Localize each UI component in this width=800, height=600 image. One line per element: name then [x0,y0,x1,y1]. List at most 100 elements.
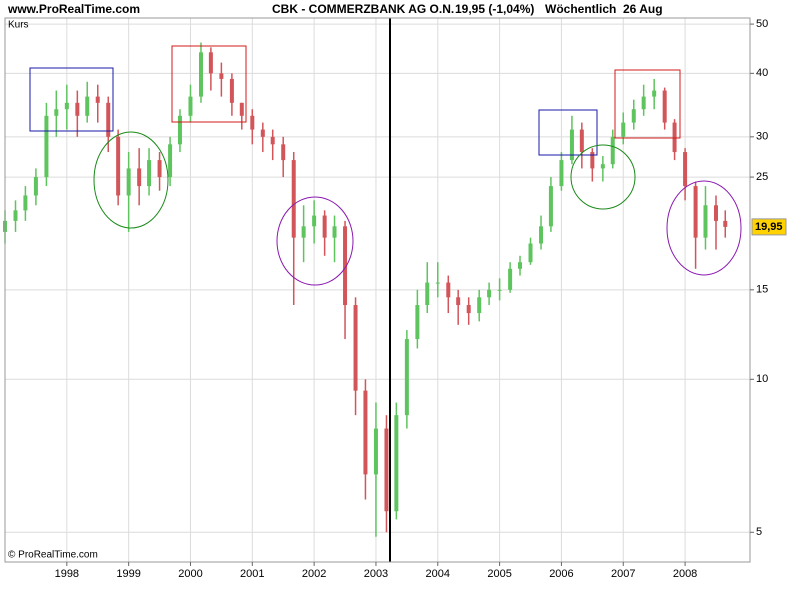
box [29,67,114,132]
bar-body [363,390,368,475]
bar-body [301,226,306,238]
bar-body [147,160,152,187]
bar-body [33,177,38,196]
ellipse [666,180,742,276]
bar-body [343,226,348,306]
x-tick-label: 2001 [240,568,264,580]
bar-body [85,96,90,116]
bar-body [713,205,718,221]
bar-body [260,129,265,137]
bar-body [435,282,440,284]
x-tick-label: 2006 [549,568,573,580]
bar-body [425,282,430,306]
bar-body [106,102,111,137]
price-tag-box [751,218,787,236]
bar-body [332,226,337,238]
price-tag: 19,95 [755,221,783,233]
x-tick-label: 1998 [55,568,79,580]
bar-body [281,144,286,161]
bar-body [208,52,213,74]
ellipse [276,196,354,286]
ellipse [570,144,636,210]
bar-body [44,115,49,178]
site: www.ProRealTime.com [7,2,140,16]
bar-body [23,195,28,211]
bar-body [539,226,544,244]
bar-body [239,102,244,116]
period: Wöchentlich 26 Aug [545,2,663,16]
y-tick-label: 25 [756,171,768,183]
y-tick-label: 15 [756,284,768,296]
bar-body [54,109,59,116]
bar-body [621,122,626,137]
bar-body [672,122,677,153]
bar-body [157,160,162,178]
bar-body [662,90,667,123]
bar-body [126,168,131,196]
box [538,109,598,156]
bar-body [270,136,275,145]
y-tick-label: 10 [756,373,768,385]
annotations [29,45,742,286]
bar-body [404,339,409,416]
x-tick-label: 2005 [487,568,511,580]
bar-body [291,160,296,238]
bar-body [548,186,553,227]
box [614,69,681,139]
bar-body [384,428,389,512]
bar-body [168,144,173,178]
bar-body [652,90,657,97]
bar-body [219,73,224,79]
ellipse [93,131,169,229]
bars [3,42,728,537]
y-tick-label: 50 [756,18,768,30]
x-tick-label: 2008 [673,568,697,580]
bar-body [569,129,574,161]
bar-body [579,129,584,153]
copyright: © ProRealTime.com [8,550,98,561]
x-tick-label: 2007 [611,568,635,580]
bar-body [693,186,698,238]
bar-body [528,243,533,263]
quote: 19,95 (-1,04%) [455,2,534,16]
bar-body [322,215,327,238]
bar-body [487,289,492,298]
x-tick-label: 2002 [302,568,326,580]
bar-body [177,115,182,145]
bar-body [116,136,121,196]
bar-body [590,152,595,169]
bar-body [600,164,605,169]
bar-body [508,268,513,290]
bar-body [446,282,451,298]
bar-body [466,305,471,314]
bar-body [353,305,358,391]
y-tick-label: 5 [756,526,762,538]
bar-body [394,415,399,512]
bar-body [95,96,100,103]
x-tick-label: 1999 [116,568,140,580]
bar-body [610,136,615,165]
bar-body [703,205,708,238]
bar-body [518,262,523,269]
x-tick-label: 2000 [178,568,202,580]
bar-body [75,102,80,116]
bar-body [641,96,646,110]
bar-body [188,96,193,116]
y-tick-label: 30 [756,131,768,143]
bar-body [415,305,420,340]
bar-body [497,289,502,291]
bar-body [198,52,203,97]
x-tick-label: 2004 [426,568,450,580]
box [171,45,247,123]
bar-body [456,297,461,306]
bar-body [631,109,636,123]
bar-body [137,168,142,187]
axes: 1998 1999 2000 2001 2002 2003 2004 2005 2006 2007… [55,18,787,580]
bar-body [477,297,482,314]
bar-body [683,152,688,187]
y-tick-label: 40 [756,67,768,79]
bar-body [13,210,18,221]
bar-body [723,220,728,227]
